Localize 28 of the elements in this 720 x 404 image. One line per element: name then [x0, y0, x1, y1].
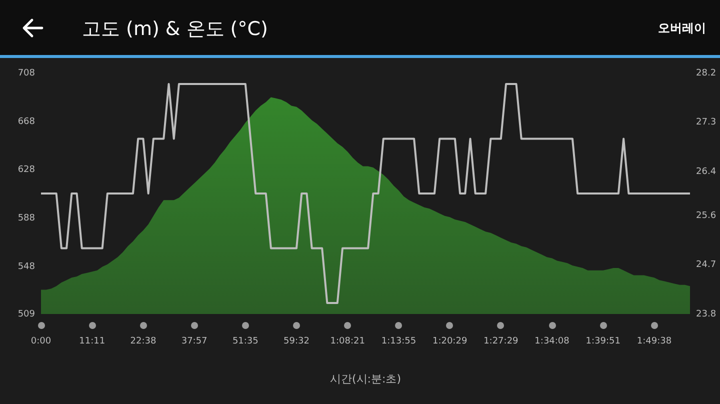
y-tick-label: 588: [18, 214, 36, 224]
y-tick-label: 628: [18, 165, 36, 176]
x-tick-label: 37:57: [181, 336, 208, 347]
x-tick-label: 51:35: [232, 336, 258, 347]
x-tick-label: 1:20:29: [432, 336, 468, 347]
x-tick-label: 1:49:38: [636, 336, 672, 347]
x-tick-label: 22:38: [130, 336, 156, 347]
y2-tick-label: 28.2: [696, 68, 716, 78]
y2-tick-label: 24.7: [696, 260, 716, 270]
y-tick-label: 668: [18, 116, 36, 127]
x-tick-label: 1:13:55: [381, 336, 416, 347]
text: 오버레이: [658, 20, 706, 37]
x-tick-label: 1:27:29: [484, 336, 519, 347]
x-tick-label: 1:08:21: [330, 336, 365, 347]
y2-tick-label: 26.4: [696, 166, 716, 177]
y2-tick-label: 23.8: [696, 309, 716, 320]
y2-tick-label: 25.6: [696, 210, 716, 221]
x-tick-label: 1:34:08: [534, 336, 570, 347]
x-tick-label: 1:39:51: [586, 336, 620, 347]
y2-tick-label: 27.3: [696, 118, 716, 128]
x-tick-label: 0:00: [30, 336, 52, 347]
y-tick-label: 548: [18, 262, 36, 272]
y-tick-label: 509: [18, 309, 36, 320]
chart-title: 고도 (m) & 온도 (°C): [82, 17, 268, 42]
x-axis-title: 시간(시:분:초): [330, 372, 401, 386]
y-tick-label: 708: [18, 68, 36, 78]
x-tick-label: 59:32: [284, 336, 310, 347]
x-tick-label: 11:11: [79, 336, 106, 347]
